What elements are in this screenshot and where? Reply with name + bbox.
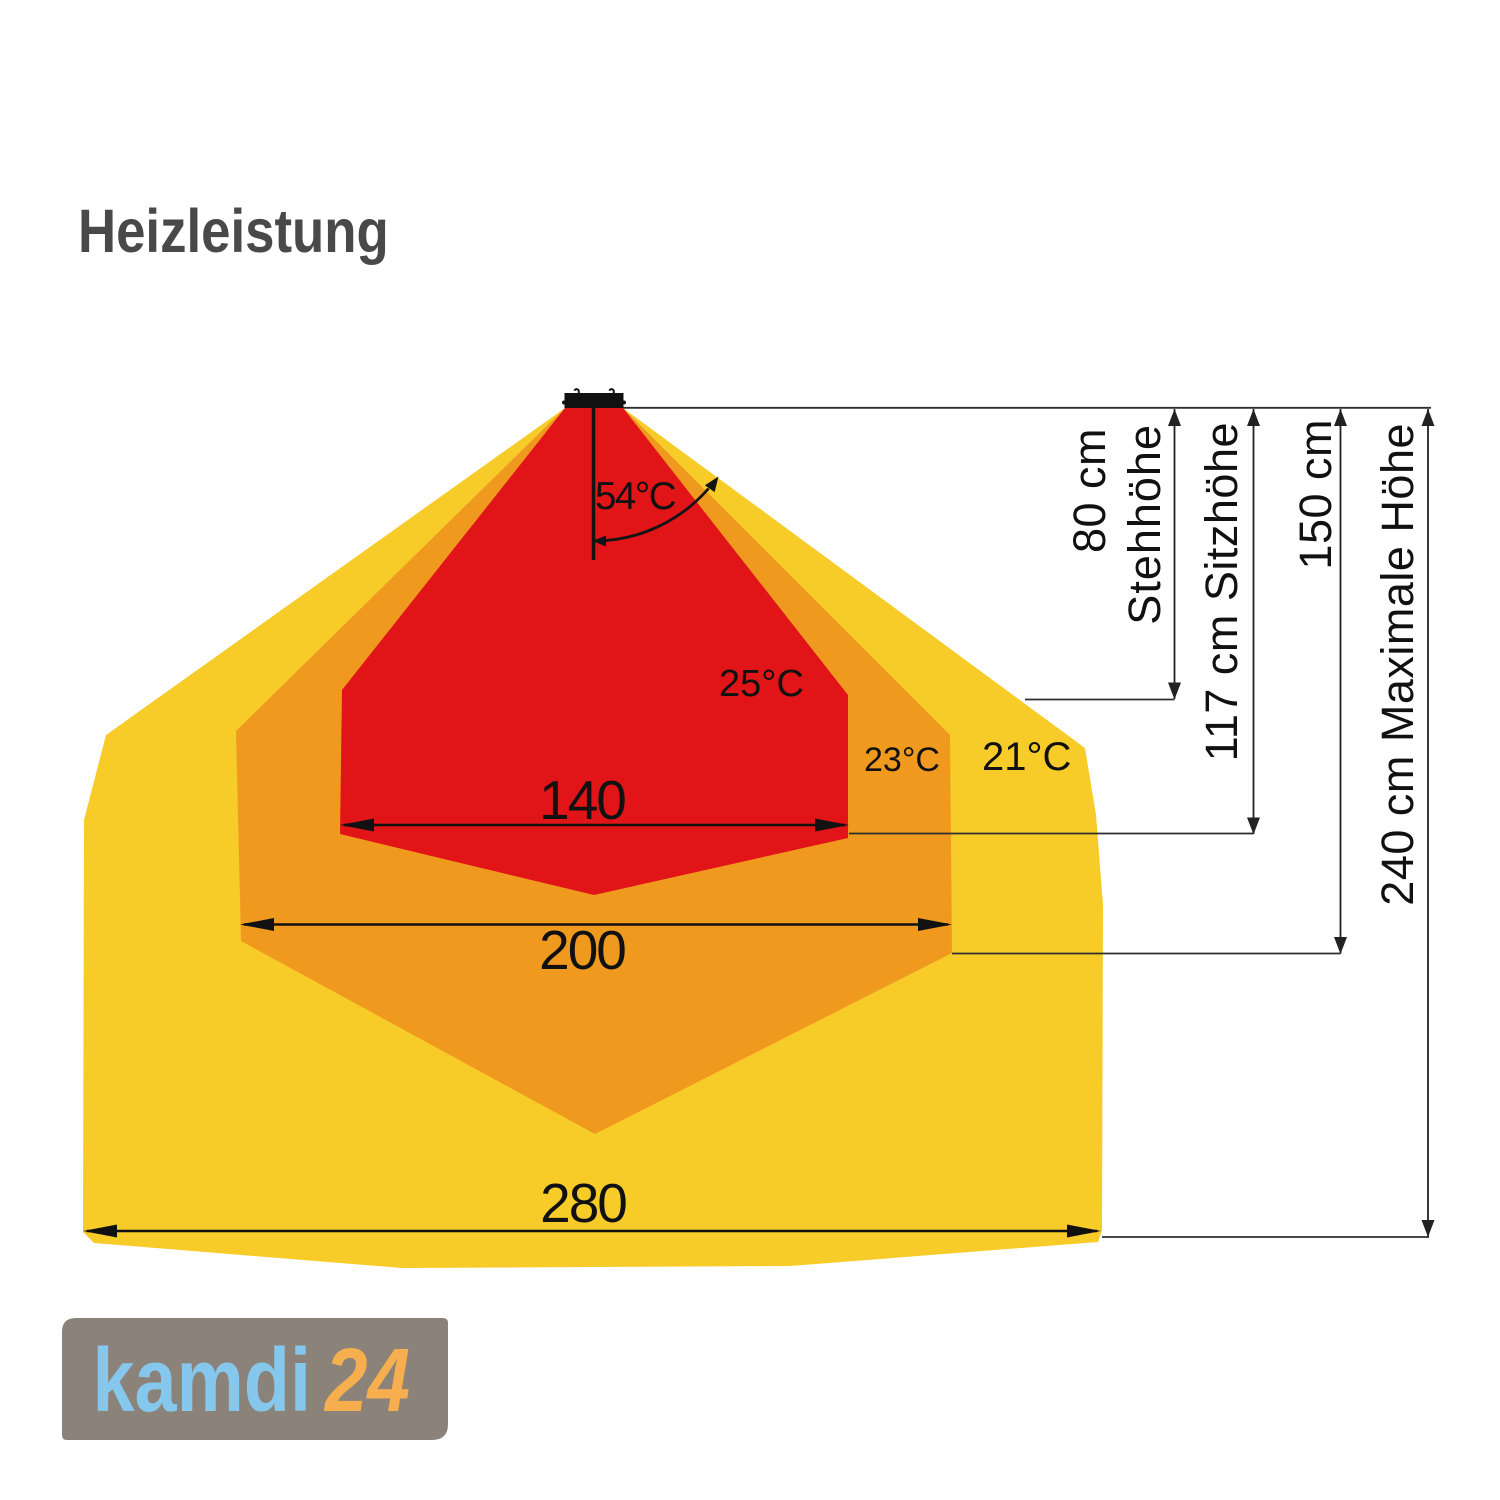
- svg-text:117 cm Sitzhöhe: 117 cm Sitzhöhe: [1196, 422, 1247, 761]
- svg-text:80 cm: 80 cm: [1064, 428, 1115, 553]
- svg-text:Heizleistung: Heizleistung: [78, 197, 389, 265]
- svg-text:280: 280: [540, 1172, 626, 1234]
- svg-text:Stehhöhe: Stehhöhe: [1119, 424, 1170, 625]
- svg-text:240 cm Maximale Höhe: 240 cm Maximale Höhe: [1372, 423, 1423, 906]
- svg-text:140: 140: [539, 769, 625, 831]
- svg-text:54°C: 54°C: [595, 475, 676, 518]
- svg-text:25°C: 25°C: [719, 663, 804, 705]
- svg-text:200: 200: [539, 919, 625, 981]
- svg-text:21°C: 21°C: [982, 735, 1071, 779]
- svg-text:24: 24: [323, 1329, 410, 1430]
- svg-text:150 cm: 150 cm: [1290, 419, 1341, 570]
- svg-text:kamdi: kamdi: [93, 1330, 311, 1431]
- svg-text:23°C: 23°C: [864, 741, 940, 779]
